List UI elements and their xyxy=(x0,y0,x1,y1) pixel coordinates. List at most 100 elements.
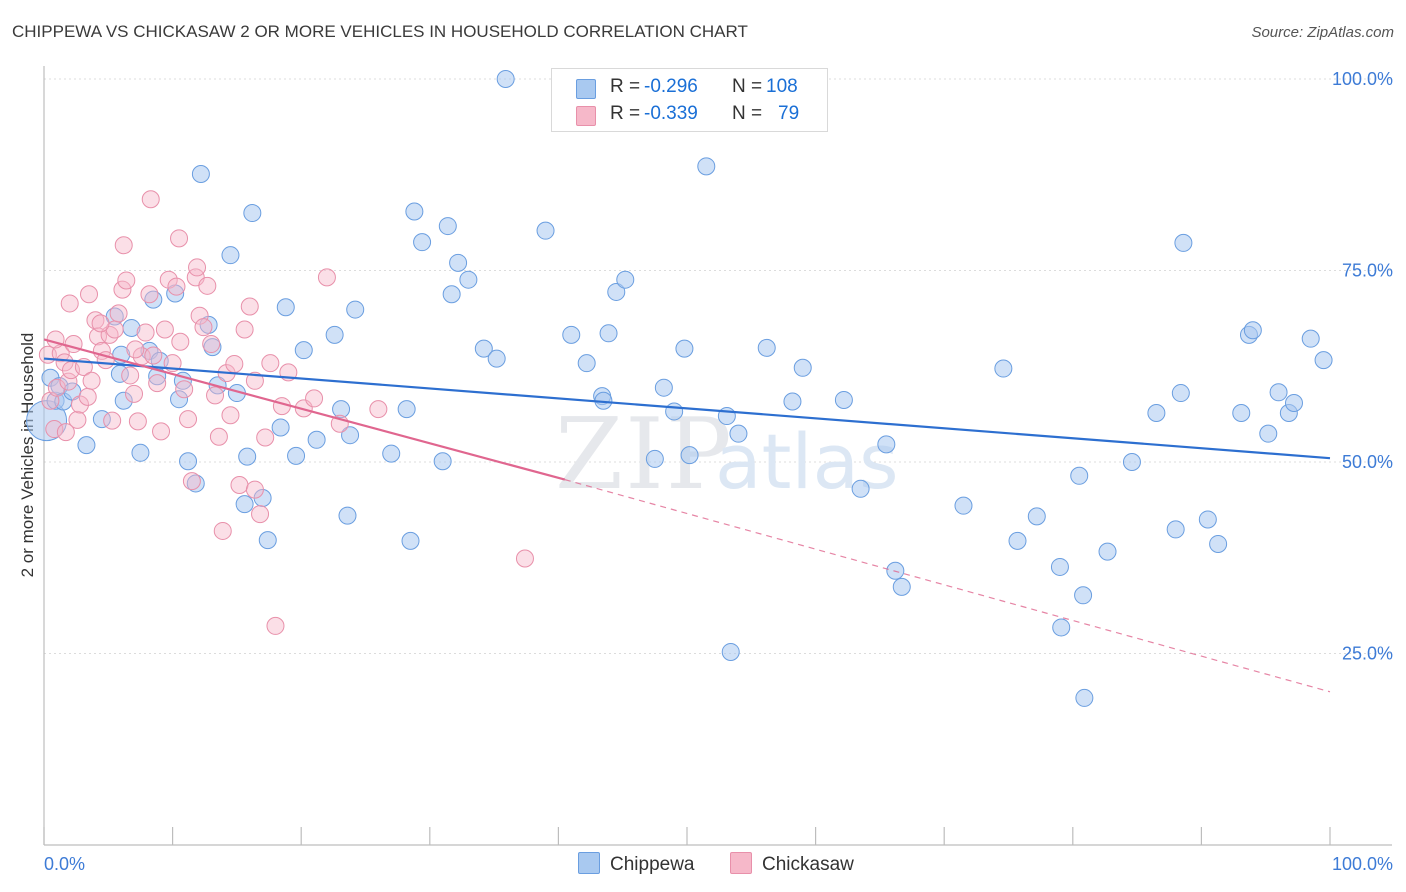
point-chickasaw xyxy=(317,268,336,287)
point-chippewa xyxy=(607,282,626,301)
legend: R = -0.296 N = 108 R = -0.339 N = 79 xyxy=(551,68,828,132)
point-chippewa xyxy=(341,426,360,445)
point-chippewa xyxy=(294,341,313,360)
point-chickasaw xyxy=(369,400,388,419)
point-chickasaw xyxy=(256,428,275,447)
point-chippewa xyxy=(397,400,416,419)
legend-r-label: R = xyxy=(610,76,641,97)
point-chippewa xyxy=(238,447,257,466)
point-chippewa xyxy=(1301,329,1320,348)
point-chippewa xyxy=(654,378,673,397)
point-chickasaw xyxy=(251,505,270,524)
legend-swatch-chippewa xyxy=(576,79,596,99)
point-chippewa xyxy=(287,446,306,465)
point-chickasaw xyxy=(46,330,65,349)
point-chickasaw xyxy=(45,420,64,439)
point-chippewa xyxy=(675,339,694,358)
point-chippewa xyxy=(191,164,210,183)
source-label: Source: ZipAtlas.com xyxy=(1251,24,1394,41)
point-chippewa xyxy=(1074,586,1093,605)
gridlines xyxy=(44,78,1392,654)
point-chickasaw xyxy=(148,374,167,393)
point-chippewa xyxy=(729,424,748,443)
point-chippewa xyxy=(851,479,870,498)
point-chickasaw xyxy=(141,190,160,209)
legend-r-label: R = xyxy=(610,103,641,124)
data-points xyxy=(26,70,1333,707)
point-chippewa xyxy=(487,349,506,368)
point-chickasaw xyxy=(245,371,264,390)
point-chickasaw xyxy=(167,277,186,296)
point-chippewa xyxy=(438,217,457,236)
point-chickasaw xyxy=(140,285,159,304)
point-chippewa xyxy=(382,444,401,463)
y-tick-label: 50.0% xyxy=(1342,452,1393,472)
point-chippewa xyxy=(793,358,812,377)
point-chippewa xyxy=(645,449,664,468)
point-chippewa xyxy=(413,233,432,252)
point-chickasaw xyxy=(245,480,264,499)
point-chickasaw xyxy=(80,285,99,304)
point-chippewa xyxy=(834,390,853,409)
point-chippewa xyxy=(271,418,290,437)
point-chippewa xyxy=(599,324,618,343)
point-chippewa xyxy=(697,157,716,176)
point-chickasaw xyxy=(59,372,78,391)
point-chippewa xyxy=(954,496,973,515)
point-chickasaw xyxy=(179,410,198,429)
point-chickasaw xyxy=(159,270,178,289)
axes xyxy=(43,66,1392,846)
point-chickasaw xyxy=(91,314,110,333)
legend-row-chippewa: R = -0.296 N = 108 xyxy=(552,73,827,99)
point-chickasaw xyxy=(114,236,133,255)
point-chickasaw xyxy=(126,340,145,359)
point-chickasaw xyxy=(190,306,209,325)
point-chippewa xyxy=(877,435,896,454)
point-chickasaw xyxy=(188,258,207,277)
point-chickasaw xyxy=(41,391,60,410)
point-chickasaw xyxy=(103,411,122,430)
point-chippewa xyxy=(449,253,468,272)
point-chickasaw xyxy=(230,475,249,494)
point-chippewa xyxy=(1174,233,1193,252)
point-chippewa xyxy=(721,642,740,661)
point-chickasaw xyxy=(82,371,101,390)
point-chickasaw xyxy=(175,380,194,399)
point-chickasaw xyxy=(225,354,244,373)
point-chippewa xyxy=(1052,618,1071,637)
legend-r-value: -0.339 xyxy=(644,103,698,124)
point-chippewa xyxy=(562,325,581,344)
point-chippewa xyxy=(757,338,776,357)
point-chippewa xyxy=(1070,466,1089,485)
legend-n-label: N = xyxy=(732,76,763,97)
point-chickasaw xyxy=(78,387,97,406)
trend-line-chippewa xyxy=(43,357,1331,460)
point-chippewa xyxy=(1050,557,1069,576)
point-chickasaw xyxy=(155,320,174,339)
point-chickasaw xyxy=(240,297,259,316)
point-chickasaw xyxy=(515,549,534,568)
point-chippewa xyxy=(433,452,452,471)
point-chippewa xyxy=(131,443,150,462)
bottom-legend-swatch-chippewa xyxy=(578,852,600,874)
point-chickasaw xyxy=(113,280,132,299)
point-chickasaw xyxy=(117,271,136,290)
x-tick-label: 0.0% xyxy=(44,854,85,874)
point-chippewa xyxy=(1166,520,1185,539)
point-chippewa xyxy=(1259,424,1278,443)
point-chickasaw xyxy=(144,346,163,365)
point-chippewa xyxy=(203,338,222,357)
point-chippewa xyxy=(401,531,420,550)
point-chickasaw xyxy=(152,422,171,441)
y-tick-label: 25.0% xyxy=(1342,644,1393,664)
point-chickasaw xyxy=(213,521,232,540)
legend-n-value: 79 xyxy=(778,103,800,124)
point-chippewa xyxy=(77,436,96,455)
point-chickasaw xyxy=(86,311,105,330)
trend-lines xyxy=(43,338,1331,693)
bottom-legend-label-chickasaw: Chickasaw xyxy=(762,854,854,875)
point-chickasaw xyxy=(56,423,75,442)
point-chippewa xyxy=(1171,384,1190,403)
point-chippewa xyxy=(994,359,1013,378)
